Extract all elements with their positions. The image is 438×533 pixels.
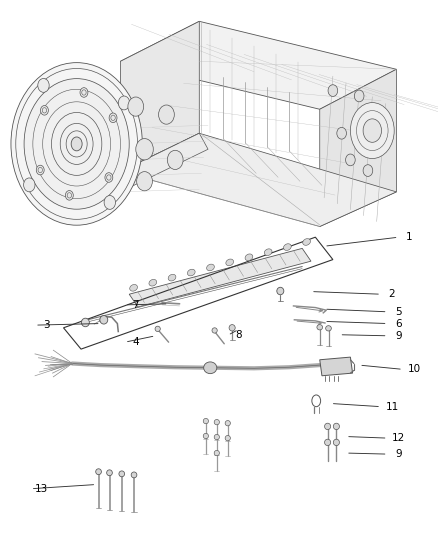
Text: 6: 6 [395, 319, 402, 328]
Ellipse shape [277, 287, 284, 295]
Text: 4: 4 [132, 337, 139, 347]
Text: 9: 9 [395, 331, 402, 341]
Text: 8: 8 [235, 330, 242, 340]
Text: 5: 5 [395, 307, 402, 317]
Ellipse shape [36, 165, 44, 175]
Ellipse shape [71, 137, 82, 151]
Text: 13: 13 [35, 484, 48, 494]
Ellipse shape [212, 328, 217, 333]
Ellipse shape [214, 450, 219, 456]
Ellipse shape [245, 254, 253, 261]
Ellipse shape [372, 106, 381, 118]
Ellipse shape [11, 63, 142, 225]
Ellipse shape [131, 472, 137, 478]
Ellipse shape [107, 470, 112, 475]
Ellipse shape [328, 85, 338, 96]
Ellipse shape [38, 78, 49, 92]
Text: 2: 2 [389, 289, 396, 299]
Ellipse shape [137, 172, 152, 191]
Ellipse shape [128, 97, 144, 116]
Ellipse shape [104, 196, 116, 209]
Ellipse shape [225, 435, 230, 441]
Ellipse shape [136, 139, 153, 160]
Ellipse shape [203, 418, 208, 424]
Ellipse shape [350, 102, 394, 159]
Ellipse shape [204, 362, 217, 374]
Ellipse shape [24, 178, 35, 192]
Polygon shape [120, 133, 208, 188]
Ellipse shape [149, 279, 157, 286]
Ellipse shape [214, 419, 219, 425]
Ellipse shape [105, 173, 113, 182]
Ellipse shape [95, 469, 101, 474]
Ellipse shape [283, 244, 291, 251]
Ellipse shape [363, 119, 381, 142]
Text: 10: 10 [407, 365, 420, 374]
Ellipse shape [119, 471, 124, 477]
Polygon shape [120, 133, 396, 227]
Ellipse shape [333, 423, 339, 430]
Ellipse shape [226, 259, 233, 265]
Ellipse shape [203, 433, 208, 439]
Ellipse shape [337, 127, 346, 139]
Ellipse shape [130, 285, 138, 291]
Ellipse shape [354, 90, 364, 102]
Ellipse shape [80, 87, 88, 97]
Ellipse shape [40, 106, 48, 115]
Ellipse shape [325, 423, 331, 430]
Text: 7: 7 [132, 300, 139, 310]
Ellipse shape [24, 78, 129, 209]
Ellipse shape [159, 105, 174, 124]
Polygon shape [320, 357, 353, 376]
Ellipse shape [363, 165, 373, 176]
Text: 9: 9 [395, 449, 402, 459]
Text: 1: 1 [406, 232, 413, 242]
Ellipse shape [187, 269, 195, 276]
Ellipse shape [346, 154, 355, 166]
Ellipse shape [264, 249, 272, 255]
Text: 3: 3 [42, 320, 49, 330]
Ellipse shape [333, 439, 339, 446]
Polygon shape [120, 21, 396, 109]
Text: 12: 12 [392, 433, 405, 443]
Polygon shape [320, 69, 396, 227]
Polygon shape [120, 21, 199, 172]
Ellipse shape [325, 439, 331, 446]
Ellipse shape [303, 239, 311, 245]
Ellipse shape [317, 325, 322, 330]
Ellipse shape [100, 316, 108, 324]
Ellipse shape [81, 318, 89, 327]
Ellipse shape [109, 113, 117, 123]
Ellipse shape [207, 264, 214, 271]
Ellipse shape [168, 274, 176, 281]
Polygon shape [129, 248, 311, 307]
Text: 11: 11 [385, 402, 399, 411]
Ellipse shape [65, 191, 73, 200]
Ellipse shape [118, 96, 130, 110]
Ellipse shape [229, 325, 235, 331]
Ellipse shape [326, 326, 331, 331]
Ellipse shape [225, 421, 230, 426]
Ellipse shape [155, 326, 160, 332]
Ellipse shape [214, 434, 219, 440]
Ellipse shape [167, 150, 183, 169]
